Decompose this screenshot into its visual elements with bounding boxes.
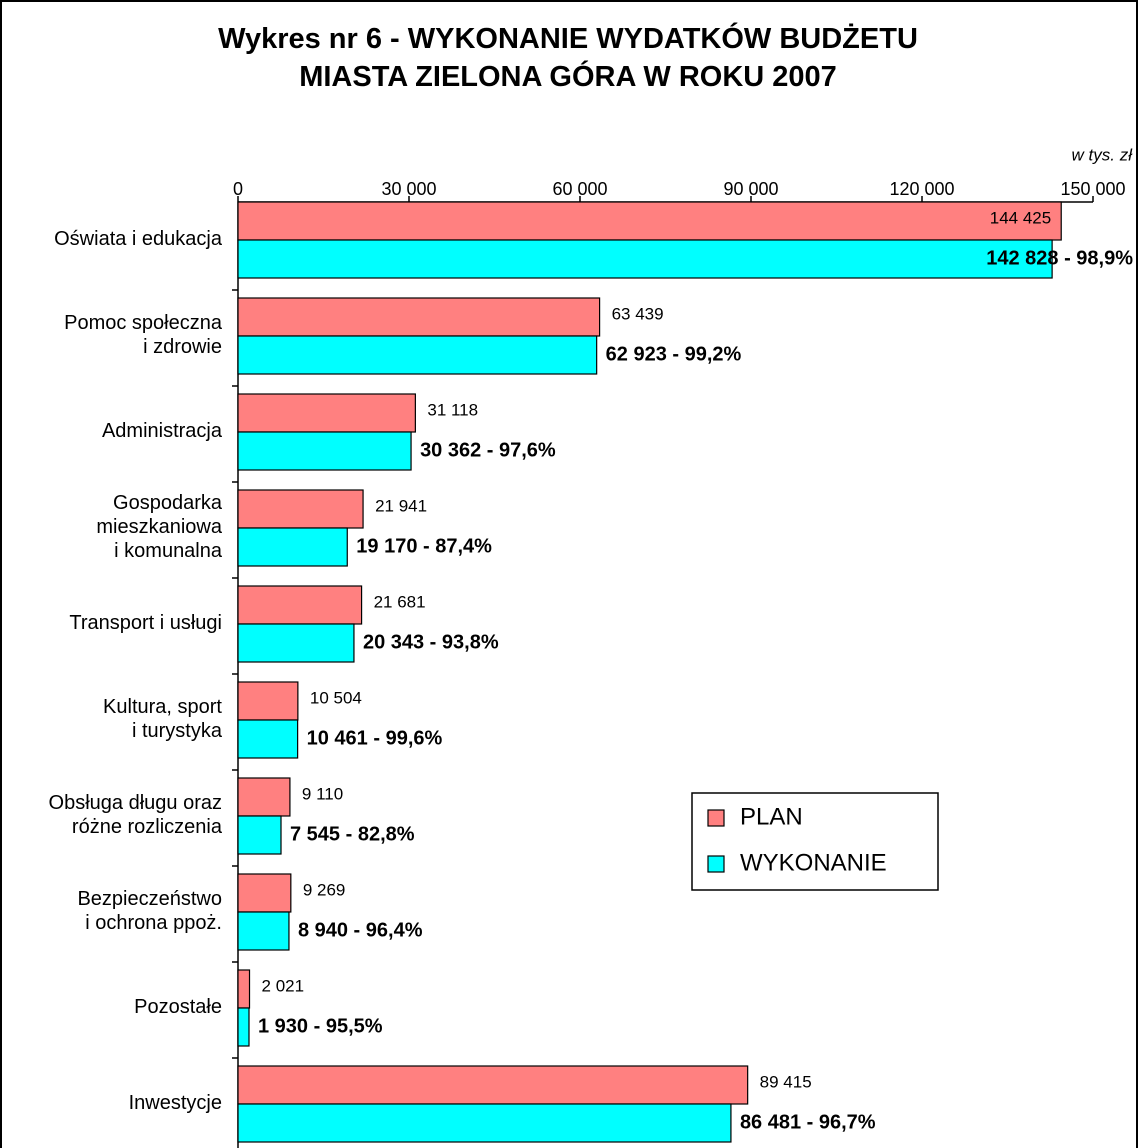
x-tick-label: 30 000: [381, 179, 436, 199]
y-tick-label: Inwestycje: [129, 1092, 222, 1114]
data-label: 21 941: [375, 496, 427, 515]
bar: [237, 585, 363, 625]
legend: PLAN WYKONANIE: [691, 792, 939, 891]
axis-label: w tys. zł: [1072, 145, 1134, 164]
legend-box: [691, 792, 939, 891]
y-tick-label: Pozostałe: [134, 996, 222, 1018]
bar: [237, 1065, 749, 1105]
bar: [237, 489, 364, 529]
data-label: 63 439: [612, 304, 664, 323]
bar: [237, 623, 355, 663]
data-label: 21 681: [374, 592, 426, 611]
bar: [237, 431, 412, 471]
bar: [237, 873, 292, 913]
data-label: 9 110: [302, 784, 343, 803]
data-label: 1 930 - 95,5%: [258, 1015, 383, 1037]
bar: [237, 777, 291, 817]
data-label: 31 118: [427, 400, 478, 419]
bar: [237, 335, 598, 375]
data-label: 19 170 - 87,4%: [356, 535, 492, 557]
y-tick-label: Oświata i edukacja: [54, 228, 223, 250]
bar: [237, 911, 290, 951]
legend-label: PLAN: [740, 803, 803, 830]
data-label: 142 828 - 98,9%: [986, 247, 1133, 269]
legend-swatch: [707, 855, 725, 873]
bar: [237, 527, 348, 567]
data-label: 20 343 - 93,8%: [363, 631, 499, 653]
data-label: 9 269: [303, 880, 346, 899]
legend-swatch: [707, 809, 725, 827]
x-tick-label: 150 000: [1060, 179, 1125, 199]
data-label: 7 545 - 82,8%: [290, 823, 415, 845]
data-label: 86 481 - 96,7%: [740, 1111, 876, 1133]
legend-label: WYKONANIE: [740, 849, 887, 876]
bar: [237, 201, 1062, 241]
bar: [237, 681, 299, 721]
data-label: 62 923 - 99,2%: [606, 343, 742, 365]
x-tick-label: 120 000: [889, 179, 954, 199]
bar: [237, 719, 299, 759]
data-label: 10 504: [310, 688, 362, 707]
x-tick-label: 60 000: [552, 179, 607, 199]
data-label: 144 425: [990, 208, 1051, 227]
y-tick-label: Gospodarka mieszkaniowa i komunalna: [96, 492, 222, 562]
bar: [237, 1103, 732, 1143]
y-tick-label: Kultura, sport i turystyka: [103, 696, 223, 742]
data-label: 89 415: [760, 1072, 812, 1091]
bar: [237, 297, 601, 337]
bar: [237, 239, 1053, 279]
bar: [237, 393, 416, 433]
y-tick-label: Pomoc społeczna i zdrowie: [64, 312, 223, 358]
chart-title: Wykres nr 6 - WYKONANIE WYDATKÓW BUDŻETU…: [218, 21, 918, 93]
data-label: 10 461 - 99,6%: [307, 727, 443, 749]
y-tick-label: Administracja: [102, 420, 223, 442]
y-tick-label: Bezpieczeństwo i ochrona ppoż.: [77, 888, 222, 934]
data-label: 2 021: [262, 976, 305, 995]
y-tick-label: Obsługa długu oraz różne rozliczenia: [49, 792, 223, 838]
y-tick-label: Transport i usługi: [69, 612, 222, 634]
data-label: 30 362 - 97,6%: [420, 439, 556, 461]
bar: [237, 815, 282, 855]
bar: [237, 969, 251, 1009]
data-label: 8 940 - 96,4%: [298, 919, 423, 941]
x-tick-label: 90 000: [723, 179, 778, 199]
x-tick-label: 0: [233, 179, 243, 199]
bar: [237, 1007, 250, 1047]
